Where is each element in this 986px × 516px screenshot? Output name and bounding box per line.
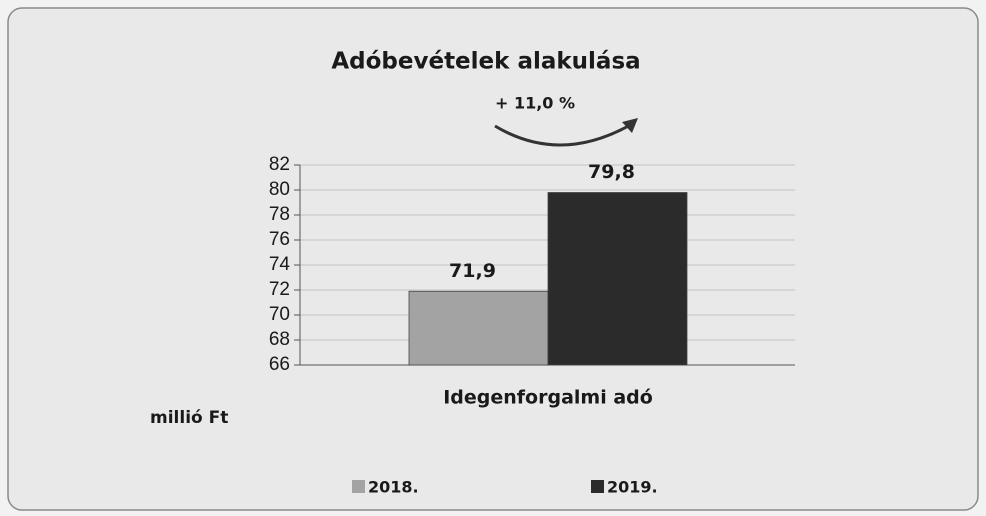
bar [408, 290, 549, 366]
arrow [494, 122, 633, 147]
bar [547, 192, 688, 366]
y-tick-label: 76 [269, 229, 290, 250]
panel [7, 7, 979, 511]
y-tick-label: 66 [269, 354, 290, 375]
y-tick-label: 80 [269, 179, 290, 200]
y-tick-label: 78 [269, 204, 290, 225]
y-tick-label: 74 [269, 254, 291, 275]
y-axis-label: millió Ft [150, 408, 228, 428]
arrow-head [622, 118, 638, 133]
value-label: 71,9 [449, 260, 496, 282]
y-tick-label: 68 [269, 329, 290, 350]
y-tick-label: 72 [269, 279, 290, 300]
chart-title: Adóbevételek alakulása [331, 49, 640, 75]
legend-label: 2018. [368, 478, 419, 497]
annotation: + 11,0 % [495, 94, 575, 113]
legend-label: 2019. [607, 478, 658, 497]
legend-swatch [352, 480, 365, 493]
legend-swatch [591, 480, 604, 493]
x-tick-label: Idegenforgalmi adó [443, 387, 653, 409]
y-tick-label: 70 [269, 304, 290, 325]
y-tick-label: 82 [269, 154, 290, 175]
value-label: 79,8 [588, 161, 635, 183]
